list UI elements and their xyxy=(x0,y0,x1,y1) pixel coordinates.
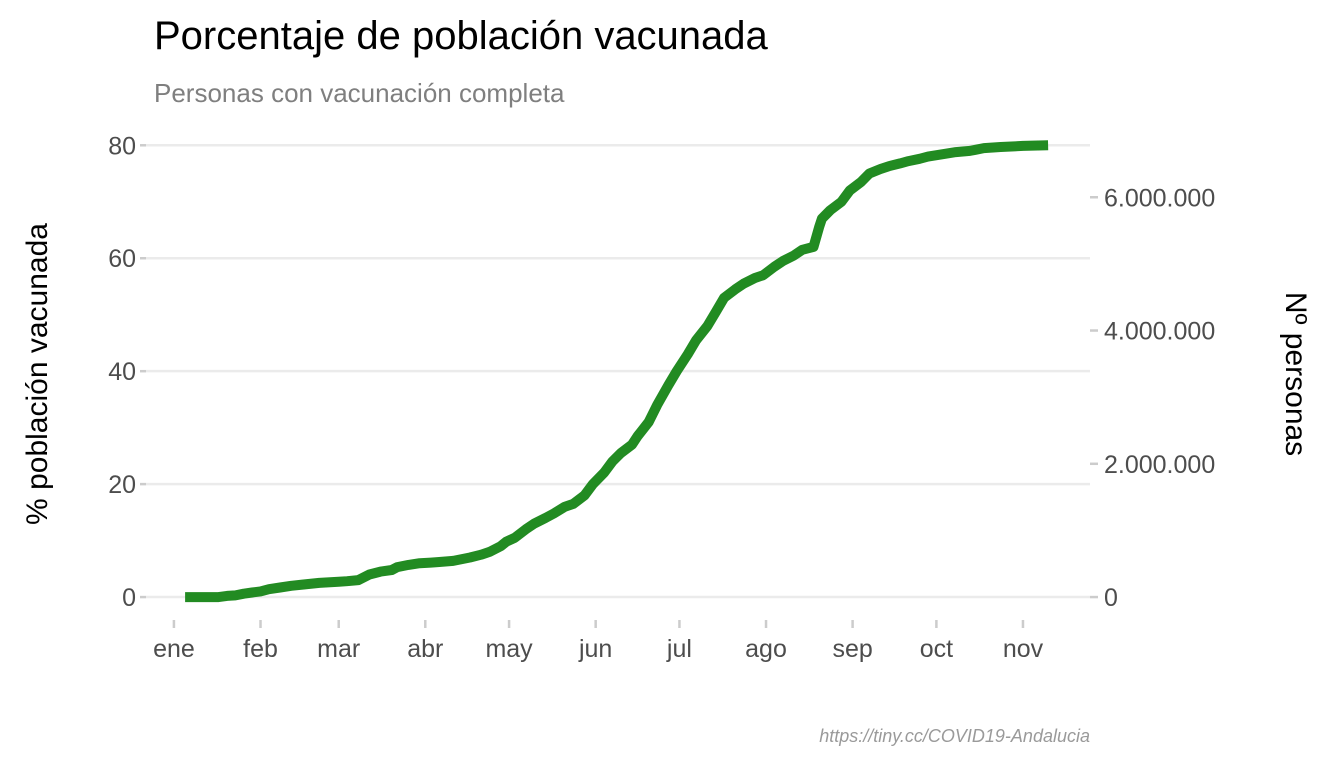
vaccination-line xyxy=(185,140,1049,603)
y-tick-label: 80 xyxy=(108,132,136,160)
x-tick-label: jul xyxy=(666,635,692,663)
x-tick-label: abr xyxy=(407,635,443,663)
y-tick-label: 40 xyxy=(108,358,136,386)
y2-tick-label: 2.000.000 xyxy=(1104,451,1215,479)
right-y-axis: 0 2.000.000 4.000.000 6.000.000 xyxy=(1090,184,1215,612)
x-tick-label: sep xyxy=(832,635,872,663)
y2-tick-label: 0 xyxy=(1104,584,1118,612)
x-tick-label: nov xyxy=(1003,635,1044,663)
x-tick-label: jun xyxy=(578,635,612,663)
y2-tick-label: 6.000.000 xyxy=(1104,184,1215,212)
x-tick-label: ago xyxy=(745,635,787,663)
x-tick-label: feb xyxy=(243,635,278,663)
y-axis-title: % población vacunada xyxy=(21,223,54,525)
series-layer xyxy=(185,140,1049,603)
y2-tick-label: 4.000.000 xyxy=(1104,318,1215,346)
x-tick-label: oct xyxy=(920,635,953,663)
left-y-axis: 0 20 40 60 80 xyxy=(108,132,146,612)
grid-lines xyxy=(146,144,1090,599)
y-tick-label: 0 xyxy=(122,584,136,612)
y-tick-label: 20 xyxy=(108,471,136,499)
x-axis: ene feb mar abr may jun jul ago sep oct nov xyxy=(153,620,1044,663)
y2-axis-title: Nº personas xyxy=(1279,292,1312,456)
y-tick-label: 60 xyxy=(108,245,136,273)
x-tick-label: may xyxy=(485,635,533,663)
chart-caption: https://tiny.cc/COVID19-Andalucia xyxy=(819,726,1090,746)
chart-subtitle: Personas con vacunación completa xyxy=(154,78,565,108)
x-tick-label: ene xyxy=(153,635,195,663)
x-tick-label: mar xyxy=(317,635,360,663)
chart-title: Porcentaje de población vacunada xyxy=(154,14,768,58)
